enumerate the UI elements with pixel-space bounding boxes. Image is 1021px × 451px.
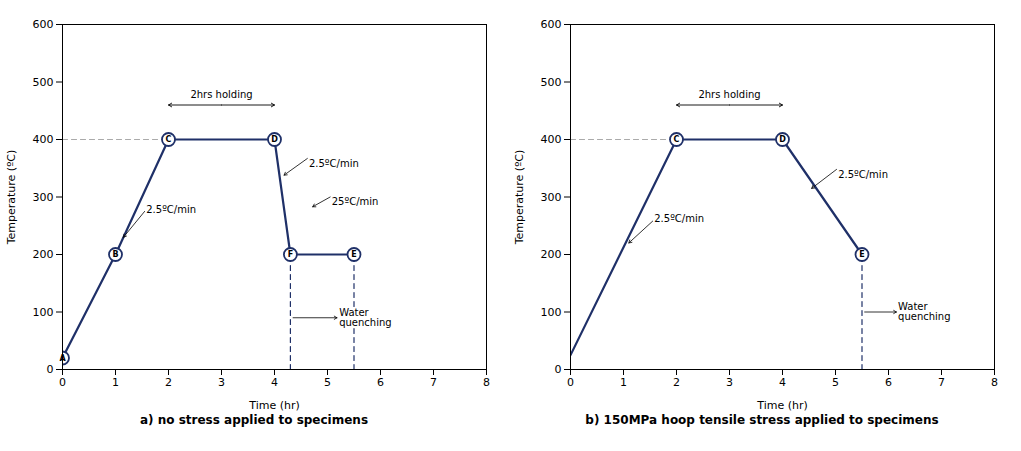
svg-text:2.5ºC/min: 2.5ºC/min <box>309 158 359 169</box>
svg-text:1: 1 <box>620 376 627 389</box>
svg-text:200: 200 <box>33 248 54 261</box>
svg-text:7: 7 <box>430 376 437 389</box>
svg-text:D: D <box>271 135 278 144</box>
svg-text:C: C <box>166 135 172 144</box>
svg-text:2.5ºC/min: 2.5ºC/min <box>838 169 888 180</box>
svg-text:E: E <box>351 250 356 259</box>
svg-text:4: 4 <box>271 376 278 389</box>
svg-text:0: 0 <box>567 376 574 389</box>
svg-text:B: B <box>112 250 118 259</box>
svg-text:0: 0 <box>555 363 562 376</box>
svg-text:F: F <box>288 250 293 259</box>
svg-text:Waterquenching: Waterquenching <box>339 307 391 328</box>
svg-text:600: 600 <box>33 18 54 31</box>
svg-text:E: E <box>859 250 864 259</box>
svg-text:3: 3 <box>218 376 225 389</box>
svg-text:0: 0 <box>47 363 54 376</box>
svg-text:300: 300 <box>541 191 562 204</box>
svg-text:C: C <box>674 135 680 144</box>
svg-text:25ºC/min: 25ºC/min <box>332 196 379 207</box>
svg-text:2hrs holding: 2hrs holding <box>190 89 252 100</box>
svg-text:2: 2 <box>165 376 172 389</box>
svg-text:100: 100 <box>541 306 562 319</box>
svg-text:1: 1 <box>112 376 119 389</box>
svg-text:6: 6 <box>885 376 892 389</box>
svg-text:5: 5 <box>324 376 331 389</box>
svg-text:Waterquenching: Waterquenching <box>898 301 950 322</box>
svg-text:8: 8 <box>483 376 490 389</box>
svg-text:2.5ºC/min: 2.5ºC/min <box>146 204 196 215</box>
svg-text:0: 0 <box>59 376 66 389</box>
svg-text:6: 6 <box>377 376 384 389</box>
svg-text:600: 600 <box>541 18 562 31</box>
svg-text:A: A <box>59 353 66 363</box>
svg-text:2: 2 <box>673 376 680 389</box>
svg-text:Temperature (ºC): Temperature (ºC) <box>5 150 18 246</box>
svg-text:400: 400 <box>541 133 562 146</box>
svg-text:D: D <box>779 135 786 144</box>
svg-text:Time (hr): Time (hr) <box>248 399 300 412</box>
svg-text:200: 200 <box>541 248 562 261</box>
html-text:b) 150MPa hoop tensile stress: b) 150MPa hoop tensile stress applied to… <box>585 413 939 427</box>
svg-text:100: 100 <box>33 306 54 319</box>
svg-text:4: 4 <box>779 376 786 389</box>
svg-text:Temperature (ºC): Temperature (ºC) <box>513 150 526 246</box>
svg-text:500: 500 <box>33 76 54 89</box>
svg-text:400: 400 <box>33 133 54 146</box>
svg-text:Time (hr): Time (hr) <box>756 399 808 412</box>
svg-text:8: 8 <box>991 376 998 389</box>
svg-text:5: 5 <box>832 376 839 389</box>
svg-text:500: 500 <box>541 76 562 89</box>
svg-text:300: 300 <box>33 191 54 204</box>
html-text:a) no stress applied to specim: a) no stress applied to specimens <box>139 413 369 427</box>
svg-text:2.5ºC/min: 2.5ºC/min <box>654 213 704 224</box>
svg-text:2hrs holding: 2hrs holding <box>698 89 760 100</box>
svg-text:7: 7 <box>938 376 945 389</box>
svg-text:3: 3 <box>726 376 733 389</box>
